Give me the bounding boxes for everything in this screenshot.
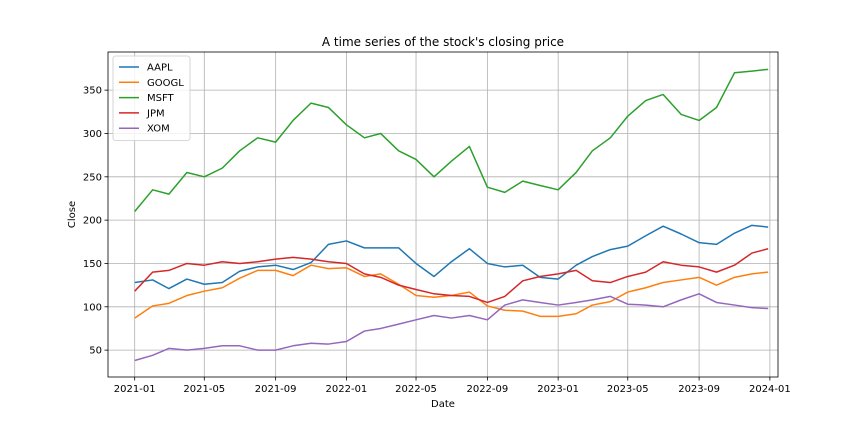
legend-label-jpm: JPM — [146, 108, 165, 119]
y-tick-label: 200 — [83, 216, 102, 227]
plot-frame — [107, 51, 779, 378]
series-line-jpm — [134, 248, 769, 304]
axis-ticks: 2021-01 2021-05 2021-09 2022-01 2022-05 2022-… — [83, 86, 791, 395]
legend: AAPL GOOGL MSFT JPM XOM — [112, 55, 191, 141]
x-tick-label: 2022-01 — [326, 384, 368, 395]
series-line-msft — [134, 68, 769, 212]
legend-label-xom: XOM — [147, 124, 170, 135]
x-tick-label: 2021-05 — [183, 384, 225, 395]
x-tick-label: 2022-09 — [466, 384, 508, 395]
x-tick-label: 2023-09 — [678, 384, 720, 395]
x-tick-label: 2022-05 — [395, 384, 437, 395]
y-tick-label: 100 — [83, 302, 102, 313]
x-tick-label: 2021-01 — [114, 384, 156, 395]
x-axis-label: Date — [431, 399, 455, 410]
y-tick-label: 300 — [83, 129, 102, 140]
legend-label-msft: MSFT — [147, 93, 175, 104]
series-line-aapl — [134, 224, 769, 290]
legend-box — [112, 55, 191, 141]
legend-label-googl: GOOGL — [147, 78, 184, 89]
x-tick-label: 2021-09 — [255, 384, 297, 395]
y-tick-label: 250 — [83, 172, 102, 183]
x-tick-label: 2024-01 — [749, 384, 791, 395]
chart-title: A time series of the stock's closing pri… — [322, 35, 564, 49]
y-tick-label: 50 — [89, 346, 102, 357]
y-axis-label: Close — [67, 201, 78, 228]
grid — [108, 52, 778, 377]
y-tick-label: 150 — [83, 259, 102, 270]
x-tick-label: 2023-01 — [537, 384, 579, 395]
series-line-xom — [134, 293, 769, 362]
legend-label-aapl: AAPL — [147, 63, 173, 74]
y-tick-label: 350 — [83, 86, 102, 97]
x-tick-label: 2023-05 — [607, 384, 649, 395]
series-lines — [134, 68, 769, 362]
